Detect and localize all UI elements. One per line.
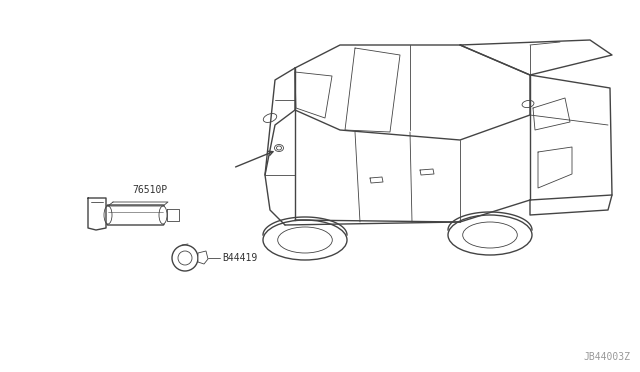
Polygon shape xyxy=(198,251,208,264)
Ellipse shape xyxy=(448,215,532,255)
Ellipse shape xyxy=(275,144,284,151)
Ellipse shape xyxy=(104,206,112,224)
Text: JB44003Z: JB44003Z xyxy=(583,352,630,362)
Ellipse shape xyxy=(178,251,192,265)
FancyBboxPatch shape xyxy=(107,205,164,225)
Ellipse shape xyxy=(522,100,534,108)
Ellipse shape xyxy=(172,245,198,271)
Ellipse shape xyxy=(276,146,282,150)
Text: B44419: B44419 xyxy=(222,253,257,263)
Ellipse shape xyxy=(278,227,332,253)
Ellipse shape xyxy=(263,113,276,122)
Ellipse shape xyxy=(463,222,517,248)
Text: 76510P: 76510P xyxy=(132,185,168,195)
Ellipse shape xyxy=(159,206,167,224)
Ellipse shape xyxy=(263,220,347,260)
